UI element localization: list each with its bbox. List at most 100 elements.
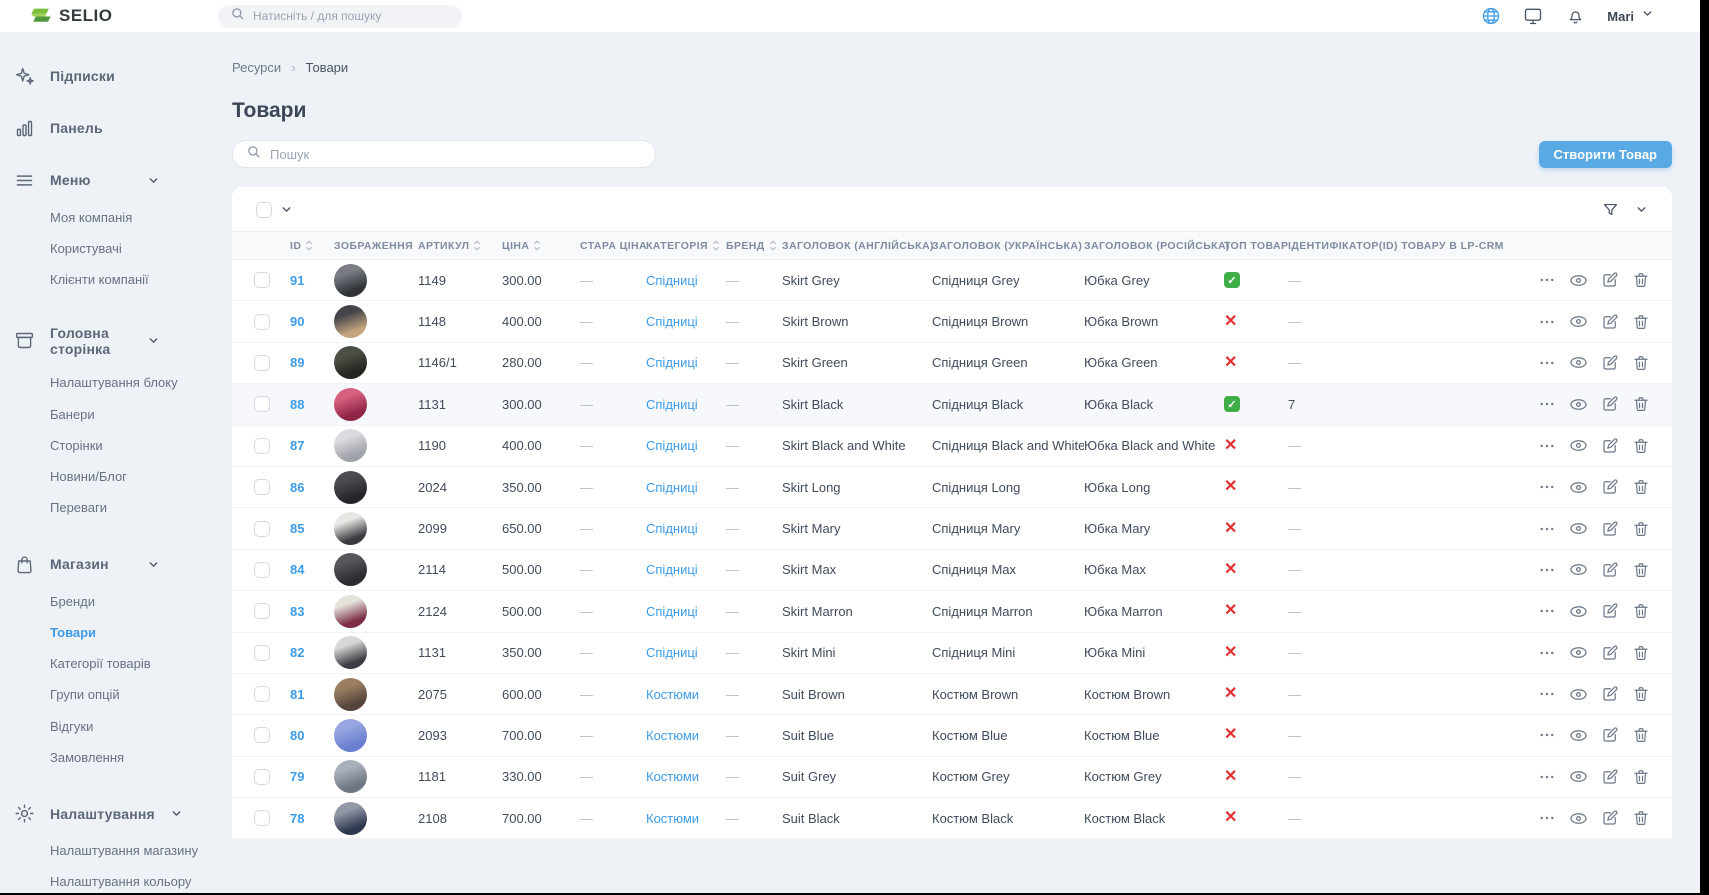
sidebar-item[interactable]: Налаштування кольору [50,874,192,890]
row-checkbox[interactable] [254,686,270,703]
row-menu-button[interactable] [1538,644,1556,662]
row-menu-button[interactable] [1538,478,1556,496]
view-button[interactable] [1569,312,1588,331]
row-checkbox[interactable] [254,644,270,661]
view-button[interactable] [1569,767,1588,786]
category-link[interactable]: Спідниці [646,355,698,371]
row-checkbox[interactable] [254,768,270,785]
sidebar-item[interactable]: Товари [50,624,97,640]
product-id-link[interactable]: 91 [290,272,305,288]
edit-button[interactable] [1601,354,1619,372]
category-link[interactable]: Спідниці [646,521,698,537]
delete-button[interactable] [1632,437,1650,455]
product-image[interactable] [334,263,367,297]
user-menu[interactable]: Mari [1607,7,1654,25]
product-image[interactable] [334,677,367,711]
view-button[interactable] [1569,271,1588,290]
edit-button[interactable] [1601,644,1619,662]
edit-button[interactable] [1601,437,1619,455]
column-header[interactable]: КАТЕГОРІЯ [646,239,726,252]
row-checkbox[interactable] [254,520,270,537]
product-image[interactable] [334,594,367,628]
sidebar-item[interactable]: Налаштування магазину [50,843,199,858]
product-id-link[interactable]: 89 [290,355,305,371]
product-image[interactable] [334,760,367,794]
row-menu-button[interactable] [1538,520,1556,538]
delete-button[interactable] [1632,809,1650,827]
delete-button[interactable] [1632,395,1650,413]
view-button[interactable] [1569,353,1588,372]
row-checkbox[interactable] [254,810,270,827]
sidebar-item[interactable]: Новини/Блог [50,469,127,484]
row-checkbox[interactable] [254,437,270,454]
product-image[interactable] [334,346,367,380]
language-globe-icon[interactable] [1481,6,1501,26]
product-id-link[interactable]: 86 [290,479,305,495]
sidebar-item[interactable]: Категорії товарів [50,656,151,671]
product-id-link[interactable]: 78 [290,810,305,826]
sidebar-group[interactable]: Головна сторінка [0,314,212,368]
edit-button[interactable] [1601,520,1619,538]
product-id-link[interactable]: 81 [290,686,305,702]
column-header[interactable]: АРТИКУЛ [418,239,502,252]
sort-icon[interactable] [473,239,481,252]
product-image[interactable] [334,553,367,587]
edit-button[interactable] [1601,478,1619,496]
row-menu-button[interactable] [1538,809,1556,827]
category-link[interactable]: Спідниці [646,272,698,288]
edit-button[interactable] [1601,313,1619,331]
row-menu-button[interactable] [1538,726,1556,744]
view-button[interactable] [1569,560,1588,579]
select-all-checkbox[interactable] [256,201,272,218]
delete-button[interactable] [1632,354,1650,372]
create-product-button[interactable]: Створити Товар [1538,140,1672,168]
edit-button[interactable] [1601,726,1619,744]
category-link[interactable]: Костюми [646,727,700,743]
edit-button[interactable] [1601,602,1619,620]
edit-button[interactable] [1601,685,1619,703]
sidebar-group[interactable]: Налаштування [0,792,212,836]
row-checkbox[interactable] [254,561,270,578]
delete-button[interactable] [1632,685,1650,703]
product-id-link[interactable]: 80 [290,727,305,743]
delete-button[interactable] [1632,768,1650,786]
category-link[interactable]: Спідниці [646,479,698,495]
product-id-link[interactable]: 88 [290,396,305,412]
row-menu-button[interactable] [1538,271,1556,289]
product-image[interactable] [334,305,367,339]
sidebar-item[interactable]: Сторінки [50,437,103,453]
edit-button[interactable] [1601,768,1619,786]
sidebar-item[interactable]: Відгуки [50,718,94,734]
edit-button[interactable] [1601,809,1619,827]
product-id-link[interactable]: 90 [290,314,305,330]
product-id-link[interactable]: 84 [290,562,305,578]
breadcrumb-resources[interactable]: Ресурси [232,60,282,75]
delete-button[interactable] [1632,726,1650,744]
row-checkbox[interactable] [254,396,270,413]
category-link[interactable]: Спідниці [646,603,698,619]
delete-button[interactable] [1632,271,1650,289]
sidebar-group[interactable]: Меню [0,158,212,202]
delete-button[interactable] [1632,602,1650,620]
global-search[interactable] [218,4,462,28]
row-checkbox[interactable] [254,354,270,371]
view-button[interactable] [1569,809,1588,828]
product-image[interactable] [334,429,367,463]
category-link[interactable]: Спідниці [646,314,698,330]
product-id-link[interactable]: 85 [290,521,305,537]
view-button[interactable] [1569,478,1588,497]
sidebar-item[interactable]: Замовлення [50,749,125,765]
view-button[interactable] [1569,685,1588,704]
row-menu-button[interactable] [1538,561,1556,579]
sidebar-item[interactable]: Користувачі [50,240,122,256]
filter-chevron-icon[interactable] [1635,203,1648,216]
row-checkbox[interactable] [254,479,270,496]
edit-button[interactable] [1601,561,1619,579]
delete-button[interactable] [1632,644,1650,662]
product-image[interactable] [334,512,367,546]
sidebar-item[interactable]: Бренди [50,593,96,609]
delete-button[interactable] [1632,313,1650,331]
view-button[interactable] [1569,395,1588,414]
row-menu-button[interactable] [1538,313,1556,331]
row-menu-button[interactable] [1538,602,1556,620]
